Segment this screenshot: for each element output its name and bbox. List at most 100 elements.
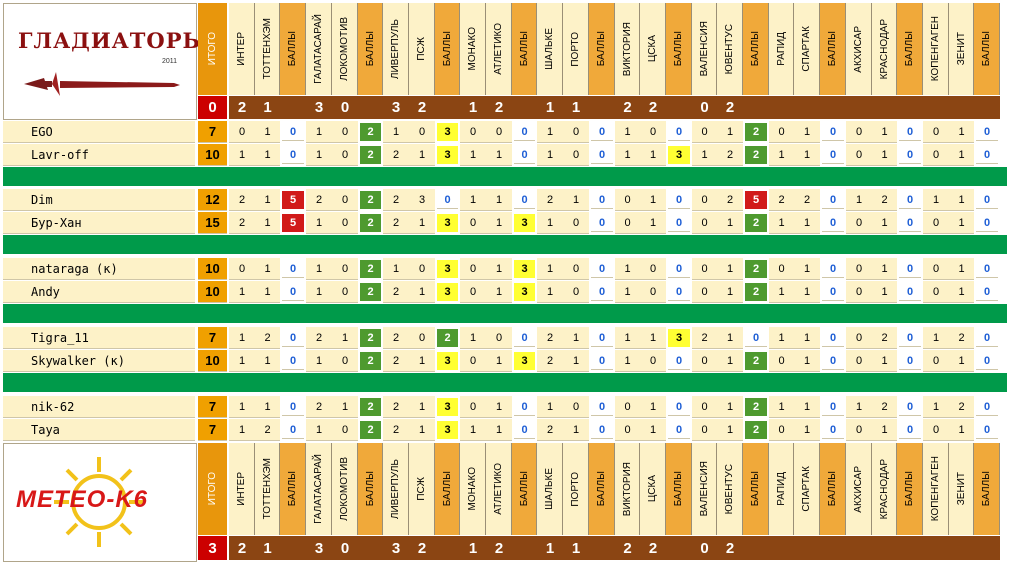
points-label: БАЛЛЫ <box>596 471 607 507</box>
player-total: 12 <box>198 189 227 211</box>
team-name: ВИКТОРИЯ <box>621 461 633 517</box>
home-prediction: 0 <box>846 419 872 441</box>
player-total: 7 <box>198 327 227 349</box>
points-cell: 0 <box>822 329 844 347</box>
home-prediction: 1 <box>460 419 486 441</box>
away-prediction: 1 <box>640 327 666 349</box>
points-cell: 3 <box>668 329 690 347</box>
away-team-header: ТОТТЕНХЭМ <box>255 443 280 535</box>
away-prediction: 0 <box>332 419 358 441</box>
points-total-empty <box>512 96 537 119</box>
player-total: 10 <box>198 281 227 303</box>
away-prediction: 1 <box>255 396 280 418</box>
away-prediction: 2 <box>949 327 974 349</box>
points-cell: 0 <box>282 123 304 141</box>
points-cell: 0 <box>899 260 921 278</box>
home-team-header: МОНАКО <box>460 443 486 535</box>
away-prediction: 0 <box>563 212 589 234</box>
away-prediction: 2 <box>717 189 743 211</box>
away-prediction: 1 <box>717 258 743 280</box>
actual-score: 3 <box>306 96 332 119</box>
points-total-empty <box>820 96 846 119</box>
points-cell: 2 <box>745 260 767 278</box>
actual-score: 3 <box>383 536 409 560</box>
points-cell: 0 <box>514 146 535 164</box>
actual-score <box>846 536 872 560</box>
away-prediction: 1 <box>332 327 358 349</box>
away-prediction: 1 <box>563 189 589 211</box>
away-prediction: 1 <box>794 212 820 234</box>
home-prediction: 1 <box>229 327 255 349</box>
itogo-label: ИТОГО <box>207 472 218 506</box>
home-prediction: 1 <box>923 396 949 418</box>
away-prediction: 0 <box>640 281 666 303</box>
home-prediction: 1 <box>846 189 872 211</box>
home-prediction: 1 <box>306 281 332 303</box>
away-prediction: 1 <box>486 419 512 441</box>
actual-score: 2 <box>640 536 666 560</box>
points-header: БАЛЛЫ <box>435 443 460 535</box>
away-prediction: 1 <box>255 121 280 143</box>
home-prediction: 1 <box>537 281 563 303</box>
points-cell: 0 <box>282 421 304 439</box>
points-cell: 0 <box>899 123 921 141</box>
itogo-header: ИТОГО <box>198 3 227 95</box>
points-cell: 2 <box>745 398 767 416</box>
player-total: 10 <box>198 144 227 166</box>
home-prediction: 1 <box>923 327 949 349</box>
points-cell: 0 <box>976 260 998 278</box>
points-cell: 0 <box>822 352 844 370</box>
points-cell: 3 <box>437 352 458 370</box>
row-index-cell <box>3 212 28 234</box>
points-header: БАЛЛЫ <box>512 3 537 95</box>
away-prediction: 1 <box>717 281 743 303</box>
home-prediction: 1 <box>383 121 409 143</box>
points-label: БАЛЛЫ <box>750 471 761 507</box>
player-total: 7 <box>198 419 227 441</box>
home-prediction: 2 <box>537 350 563 372</box>
away-prediction: 1 <box>486 281 512 303</box>
home-prediction: 0 <box>769 121 794 143</box>
home-prediction: 1 <box>537 396 563 418</box>
row-index-cell <box>3 396 28 418</box>
points-cell: 0 <box>591 146 613 164</box>
points-header: БАЛЛЫ <box>666 3 692 95</box>
points-cell: 2 <box>360 329 381 347</box>
points-cell: 0 <box>282 352 304 370</box>
team-name: ШАЛЬКЕ <box>544 468 555 510</box>
actual-score: 2 <box>640 96 666 119</box>
team-name: ЮВЕНТУС <box>724 463 735 515</box>
player-total: 15 <box>198 212 227 234</box>
pair-separator <box>3 304 1007 323</box>
home-prediction: 0 <box>615 189 640 211</box>
points-cell: 3 <box>437 214 458 232</box>
points-label: БАЛЛЫ <box>518 31 530 67</box>
points-cell: 2 <box>745 352 767 370</box>
home-prediction: 0 <box>615 419 640 441</box>
actual-score <box>794 536 820 560</box>
points-cell: 0 <box>976 191 998 209</box>
points-total-empty <box>743 96 769 119</box>
home-prediction: 2 <box>537 327 563 349</box>
itogo-label: ИТОГО <box>207 32 218 66</box>
home-prediction: 0 <box>460 396 486 418</box>
team-name: СПАРТАК <box>801 26 812 72</box>
away-team-header: ПСЖ <box>409 3 435 95</box>
team-name: ИНТЕР <box>236 32 247 66</box>
home-prediction: 1 <box>537 121 563 143</box>
home-prediction: 2 <box>769 189 794 211</box>
home-prediction: 2 <box>306 327 332 349</box>
player-name: nik-62 <box>28 396 195 418</box>
home-prediction: 1 <box>383 258 409 280</box>
points-label: БАЛЛЫ <box>904 31 915 67</box>
home-prediction: 1 <box>769 396 794 418</box>
points-total-empty <box>897 96 923 119</box>
away-prediction: 0 <box>332 189 358 211</box>
home-team-header: РАПИД <box>769 443 794 535</box>
home-prediction: 1 <box>229 281 255 303</box>
team-name: ЛИВЕРПУЛЬ <box>390 458 401 520</box>
away-team-header: ТОТТЕНХЭМ <box>255 3 280 95</box>
away-prediction: 2 <box>255 419 280 441</box>
away-team-header: ЦСКА <box>640 443 666 535</box>
points-cell: 2 <box>745 123 767 141</box>
